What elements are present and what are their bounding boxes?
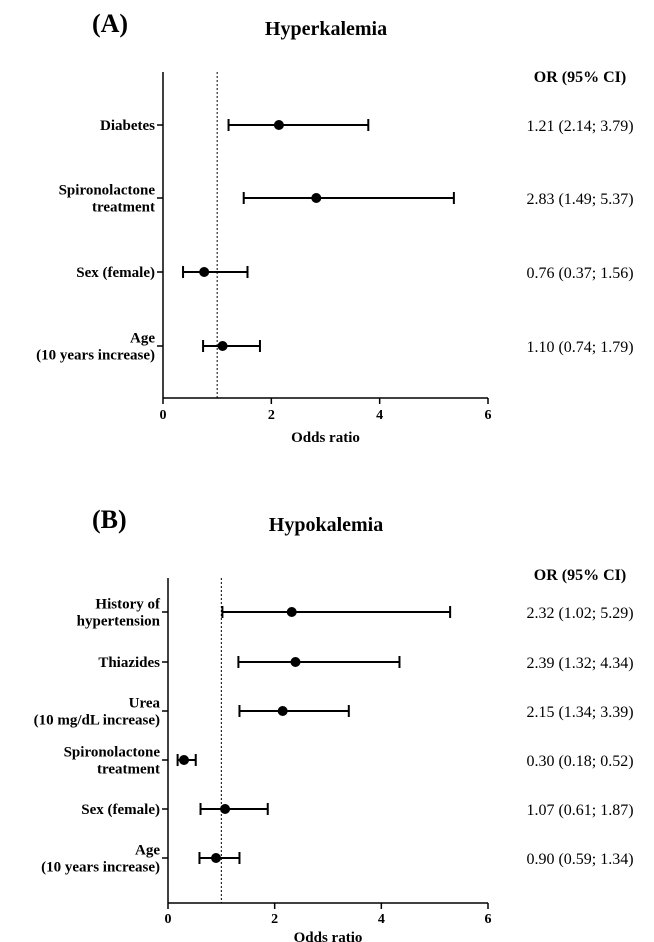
x-tick-label: 2 xyxy=(271,912,278,927)
category-label: treatment xyxy=(92,200,155,216)
x-axis-title: Odds ratio xyxy=(291,430,360,446)
category-label: Diabetes xyxy=(100,118,155,134)
chart-title: Hypokalemia xyxy=(269,514,383,536)
or-value-text: 2.39 (1.32; 4.34) xyxy=(526,655,633,672)
x-tick-label: 0 xyxy=(160,408,167,423)
category-label: (10 years increase) xyxy=(36,348,155,364)
odds-ratio-point xyxy=(311,193,322,203)
or-value-text: 1.07 (0.61; 1.87) xyxy=(526,802,633,819)
odds-ratio-point xyxy=(220,804,231,814)
category-label: Age xyxy=(135,843,160,859)
category-label: hypertension xyxy=(77,614,161,630)
odds-ratio-point xyxy=(179,755,189,765)
or-value-text: 2.32 (1.02; 5.29) xyxy=(526,605,633,622)
odds-ratio-point xyxy=(277,706,288,716)
odds-ratio-point xyxy=(217,341,228,351)
odds-ratio-point xyxy=(211,853,221,863)
category-label: Spironolactone xyxy=(59,183,156,199)
x-tick-label: 4 xyxy=(376,408,383,423)
odds-ratio-point xyxy=(199,267,210,277)
category-label: Thiazides xyxy=(98,655,160,671)
forest-panel-a: (A) Hyperkalemia OR (95% CI) 0 2 4 6 Odds ratio… xyxy=(36,9,633,446)
x-axis-title: Odds ratio xyxy=(294,930,363,942)
or-value-text: 0.90 (0.59; 1.34) xyxy=(526,851,633,868)
x-tick-label: 2 xyxy=(268,408,275,423)
or-value-text: 0.76 (0.37; 1.56) xyxy=(526,265,633,282)
category-label: Age xyxy=(130,331,155,347)
forest-panel-b: (B) Hypokalemia OR (95% CI) 0 2 4 6 Odds ratio H… xyxy=(34,505,634,942)
x-tick-label: 6 xyxy=(485,408,492,423)
category-label: Sex (female) xyxy=(76,265,155,281)
category-label: treatment xyxy=(97,762,160,778)
x-tick-label: 4 xyxy=(378,912,385,927)
or-value-text: 2.83 (1.49; 5.37) xyxy=(526,191,633,208)
or-value-text: 0.30 (0.18; 0.52) xyxy=(526,753,633,770)
category-label: Spironolactone xyxy=(64,745,161,761)
category-label: History of xyxy=(95,597,161,613)
panel-label: (A) xyxy=(92,9,128,38)
odds-ratio-point xyxy=(290,657,301,667)
chart-title: Hyperkalemia xyxy=(265,18,387,40)
x-tick-label: 6 xyxy=(485,912,492,927)
or-value-text: 2.15 (1.34; 3.39) xyxy=(526,704,633,721)
x-tick-label: 0 xyxy=(165,912,172,927)
odds-ratio-point xyxy=(273,120,284,130)
or-column-header: OR (95% CI) xyxy=(534,567,626,584)
category-label: Sex (female) xyxy=(81,802,160,818)
odds-ratio-point xyxy=(286,607,297,617)
category-label: (10 mg/dL increase) xyxy=(34,713,160,729)
category-label: (10 years increase) xyxy=(41,860,160,876)
or-column-header: OR (95% CI) xyxy=(534,69,626,86)
or-value-text: 1.10 (0.74; 1.79) xyxy=(526,339,633,356)
panel-label: (B) xyxy=(92,505,127,534)
category-label: Urea xyxy=(129,696,161,712)
or-value-text: 1.21 (2.14; 3.79) xyxy=(526,118,633,135)
